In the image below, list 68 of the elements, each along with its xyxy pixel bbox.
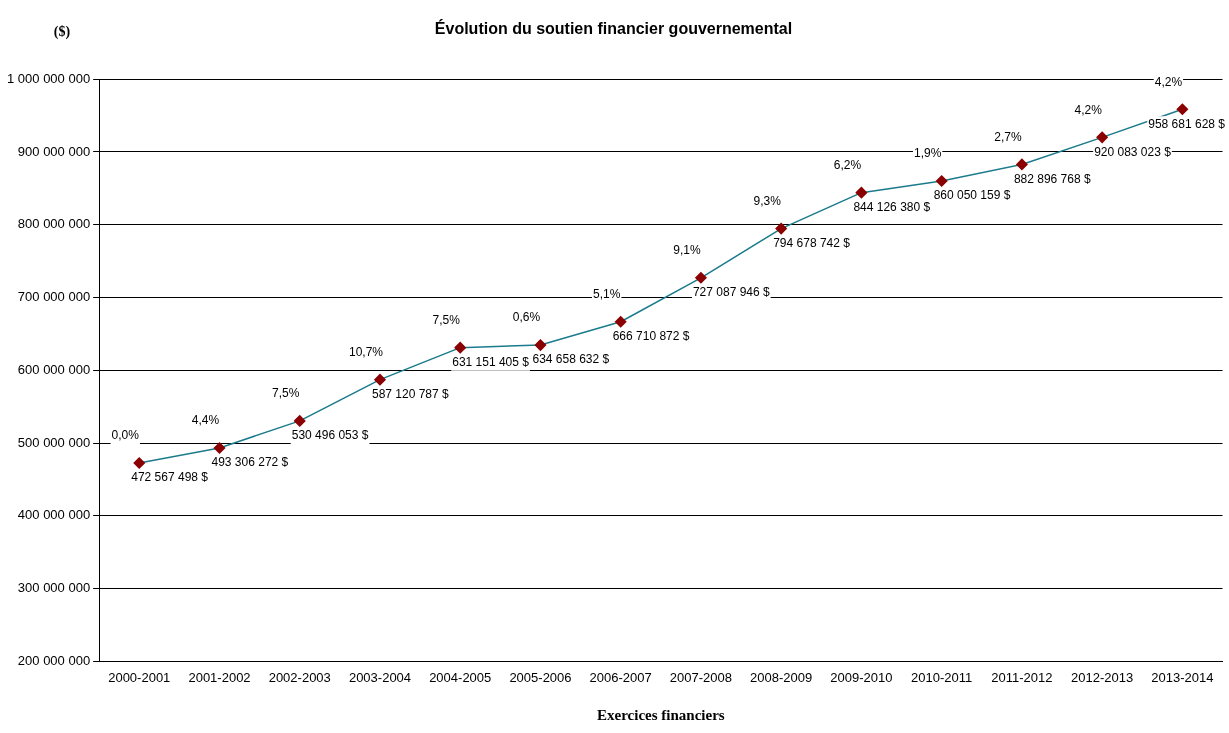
y-tick-label: 500 000 000 — [17, 434, 91, 450]
x-tick-label: 2000-2001 — [108, 669, 171, 685]
x-tick-label: 2008-2009 — [750, 669, 813, 685]
y-tick-label: 200 000 000 — [17, 652, 91, 668]
data-label: 493 306 272 $ — [211, 455, 289, 470]
x-tick-label: 2005-2006 — [509, 669, 572, 685]
data-label: 631 151 405 $ — [452, 354, 530, 369]
point — [293, 415, 306, 427]
point — [534, 339, 547, 351]
data-label: 860 050 159 $ — [933, 188, 1011, 203]
x-tick-label: 2002-2003 — [268, 669, 331, 685]
annotation: 1,9% — [913, 146, 942, 161]
point — [374, 373, 386, 386]
y-tick-label: 400 000 000 — [17, 507, 91, 523]
data-label: 666 710 872 $ — [612, 329, 690, 344]
chart-title: Évolution du soutien financier gouvernemental — [434, 19, 793, 38]
x-tick-label: 2006-2007 — [589, 669, 652, 685]
point — [1176, 103, 1189, 116]
data-label: 958 681 628 $ — [1148, 116, 1226, 131]
point — [454, 341, 466, 354]
y-tick-label: 1 000 000 000 — [6, 70, 91, 86]
data-label: 882 896 768 $ — [1013, 171, 1091, 186]
y-tick-label: 900 000 000 — [17, 143, 91, 159]
y-tick-label: 800 000 000 — [17, 216, 91, 232]
data-label: 844 126 380 $ — [853, 199, 931, 214]
data-label: 530 496 053 $ — [291, 428, 369, 443]
annotation: 6,2% — [833, 157, 862, 172]
annotation: 7,5% — [272, 386, 300, 401]
annotation: 4,2% — [1154, 74, 1183, 89]
x-axis-title: Exercices financiers — [597, 706, 725, 723]
x-tick-label: 2013-2014 — [1151, 669, 1214, 685]
point — [133, 457, 146, 469]
annotation: 2,7% — [994, 129, 1022, 144]
y-tick-label: 600 000 000 — [17, 361, 91, 377]
annotation: 5,1% — [593, 287, 621, 302]
x-tick-label: 2010-2011 — [911, 669, 973, 685]
x-tick-label: 2012-2013 — [1071, 669, 1134, 685]
data-label: 727 087 946 $ — [692, 285, 770, 300]
data-label: 794 678 742 $ — [773, 235, 851, 250]
x-tick-label: 2004-2005 — [429, 669, 492, 685]
x-tick-label: 2009-2010 — [830, 669, 893, 685]
annotation: 9,1% — [673, 243, 701, 258]
annotation: 4,4% — [191, 413, 220, 428]
data-label: 920 083 023 $ — [1094, 144, 1172, 159]
annotation: 10,7% — [348, 344, 384, 359]
y-tick-label: 300 000 000 — [17, 580, 91, 596]
annotation: 9,3% — [753, 193, 782, 208]
data-label: 634 658 632 $ — [532, 352, 610, 367]
x-tick-label: 2003-2004 — [348, 669, 412, 685]
point — [695, 272, 707, 284]
annotation: 4,2% — [1074, 102, 1103, 117]
point — [935, 175, 948, 187]
x-tick-label: 2007-2008 — [669, 669, 733, 685]
data-label: 472 567 498 $ — [131, 470, 209, 485]
x-tick-label: 2011-2012 — [991, 669, 1053, 685]
point — [614, 316, 627, 328]
point — [775, 222, 787, 235]
y-tick-label: 700 000 000 — [17, 289, 91, 305]
data-label: 587 120 787 $ — [371, 386, 450, 401]
y-axis-title: ($) — [53, 23, 71, 40]
point — [213, 442, 226, 454]
x-tick-label: 2001-2002 — [188, 669, 251, 685]
point — [1096, 131, 1108, 144]
point — [855, 186, 868, 199]
annotation: 0,6% — [512, 310, 541, 325]
point — [1016, 158, 1028, 171]
annotation: 7,5% — [432, 312, 461, 327]
annotation: 0,0% — [111, 428, 140, 443]
